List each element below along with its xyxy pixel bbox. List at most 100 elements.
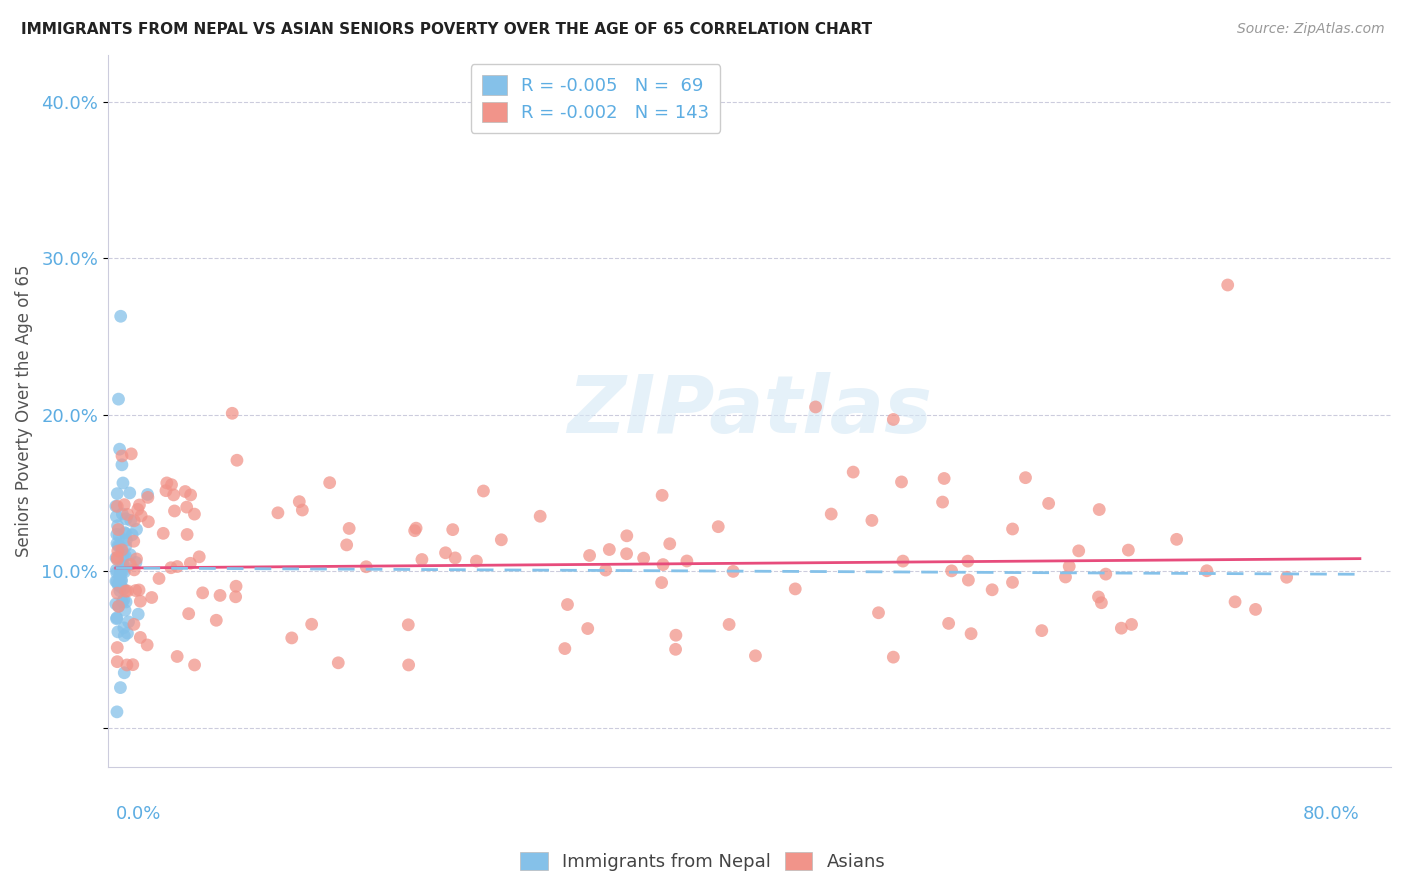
Point xyxy=(107,599,129,614)
Point xyxy=(105,611,128,625)
Point xyxy=(122,617,145,632)
Point xyxy=(191,586,214,600)
Point xyxy=(1094,567,1116,582)
Point xyxy=(120,548,142,562)
Point xyxy=(110,574,132,588)
Point xyxy=(718,617,741,632)
Point xyxy=(1195,564,1218,578)
Point xyxy=(1087,590,1109,604)
Point xyxy=(554,641,576,656)
Point xyxy=(160,477,183,491)
Point xyxy=(651,575,673,590)
Point xyxy=(122,534,145,549)
Point xyxy=(128,498,150,512)
Point xyxy=(820,507,842,521)
Point xyxy=(111,558,134,572)
Point xyxy=(707,519,730,533)
Point xyxy=(105,574,128,589)
Point xyxy=(107,577,129,591)
Point xyxy=(121,657,143,672)
Point xyxy=(111,565,134,579)
Point xyxy=(882,650,904,665)
Point xyxy=(166,559,188,574)
Point xyxy=(115,533,138,547)
Legend: Immigrants from Nepal, Asians: Immigrants from Nepal, Asians xyxy=(513,845,893,879)
Point xyxy=(117,615,139,629)
Point xyxy=(441,523,464,537)
Point xyxy=(111,542,134,557)
Point xyxy=(128,582,150,597)
Point xyxy=(108,579,131,593)
Point xyxy=(114,525,136,540)
Point xyxy=(174,484,197,499)
Point xyxy=(616,529,638,543)
Point xyxy=(328,656,350,670)
Point xyxy=(288,494,311,508)
Point xyxy=(105,640,128,655)
Point xyxy=(1054,570,1077,584)
Point xyxy=(1216,277,1239,292)
Point xyxy=(281,631,304,645)
Point xyxy=(1223,595,1246,609)
Point xyxy=(122,514,145,528)
Point xyxy=(105,500,128,514)
Point xyxy=(472,483,495,498)
Point xyxy=(120,558,142,572)
Point xyxy=(1031,624,1053,638)
Point xyxy=(891,554,914,568)
Point xyxy=(114,539,136,553)
Point xyxy=(105,655,128,669)
Point xyxy=(110,559,132,574)
Point xyxy=(931,495,953,509)
Point xyxy=(267,506,290,520)
Point xyxy=(108,442,131,457)
Point xyxy=(434,546,457,560)
Point xyxy=(1001,575,1024,590)
Point xyxy=(104,597,127,611)
Point xyxy=(108,574,131,589)
Point xyxy=(125,556,148,570)
Point xyxy=(557,598,579,612)
Point xyxy=(744,648,766,663)
Point xyxy=(156,475,179,490)
Point xyxy=(301,617,323,632)
Point xyxy=(148,572,170,586)
Point xyxy=(1014,471,1036,485)
Point xyxy=(118,486,141,500)
Point xyxy=(115,512,138,526)
Point xyxy=(676,554,699,568)
Point xyxy=(941,564,963,578)
Point xyxy=(860,513,883,527)
Point xyxy=(1090,596,1112,610)
Text: 0.0%: 0.0% xyxy=(115,805,162,823)
Point xyxy=(981,582,1004,597)
Point xyxy=(105,509,128,524)
Point xyxy=(956,554,979,568)
Point xyxy=(411,552,433,566)
Point xyxy=(1166,533,1188,547)
Point xyxy=(651,488,673,502)
Point xyxy=(110,310,132,324)
Point xyxy=(105,536,128,550)
Point xyxy=(120,447,142,461)
Point xyxy=(337,521,360,535)
Point xyxy=(221,406,243,420)
Point xyxy=(405,521,427,535)
Point xyxy=(111,475,134,490)
Point xyxy=(117,626,139,640)
Point xyxy=(111,449,134,463)
Point xyxy=(166,649,188,664)
Point xyxy=(633,551,655,566)
Point xyxy=(129,631,152,645)
Point xyxy=(111,595,134,609)
Point xyxy=(105,586,128,600)
Point xyxy=(1038,496,1060,510)
Point xyxy=(105,705,128,719)
Point xyxy=(957,573,980,587)
Point xyxy=(404,524,426,538)
Point xyxy=(616,547,638,561)
Point xyxy=(115,595,138,609)
Text: ZIPatlas: ZIPatlas xyxy=(567,372,932,450)
Text: Source: ZipAtlas.com: Source: ZipAtlas.com xyxy=(1237,22,1385,37)
Point xyxy=(226,453,249,467)
